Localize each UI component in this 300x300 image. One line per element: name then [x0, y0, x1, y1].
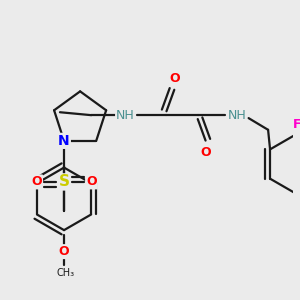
Text: NH: NH — [227, 109, 246, 122]
Text: NH: NH — [116, 109, 135, 122]
Text: O: O — [32, 176, 42, 188]
Text: O: O — [200, 146, 211, 159]
Text: CH₃: CH₃ — [57, 268, 75, 278]
Text: N: N — [58, 134, 70, 148]
Text: O: O — [59, 245, 69, 258]
Text: O: O — [169, 71, 180, 85]
Text: O: O — [86, 176, 97, 188]
Text: S: S — [58, 174, 70, 189]
Text: F: F — [293, 118, 300, 131]
